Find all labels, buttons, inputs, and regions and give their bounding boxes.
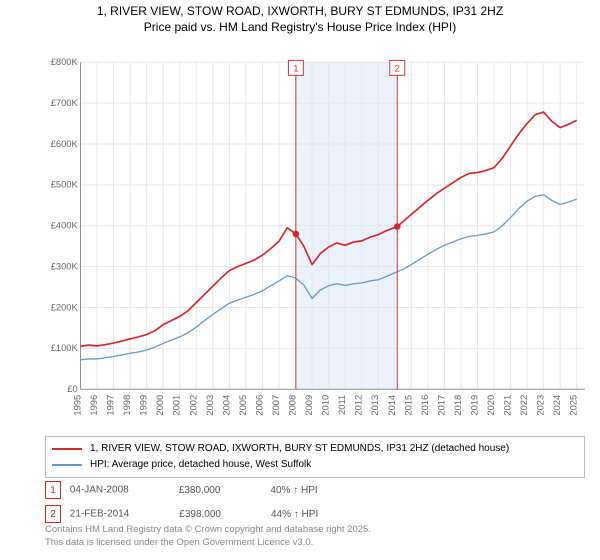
svg-text:2007: 2007 [271, 395, 281, 416]
svg-text:2002: 2002 [188, 395, 198, 416]
legend-item-property: 1, RIVER VIEW, STOW ROAD, IXWORTH, BURY … [52, 441, 578, 457]
svg-text:2015: 2015 [403, 395, 413, 416]
marker-badge-1: 1 [45, 481, 61, 499]
svg-text:2012: 2012 [354, 395, 364, 416]
svg-text:2019: 2019 [469, 395, 479, 416]
svg-text:£600K: £600K [51, 139, 79, 149]
svg-text:1996: 1996 [89, 395, 99, 416]
marker-details: 1 04-JAN-2008 £380,000 40% ↑ HPI 2 21-FE… [45, 478, 585, 526]
marker-badge-2: 2 [45, 505, 61, 523]
svg-text:2017: 2017 [436, 395, 446, 416]
svg-text:1997: 1997 [106, 395, 116, 416]
svg-text:2018: 2018 [453, 395, 463, 416]
svg-text:£0: £0 [67, 384, 77, 394]
svg-text:2005: 2005 [238, 395, 248, 416]
svg-text:2003: 2003 [205, 395, 215, 416]
svg-text:2016: 2016 [420, 395, 430, 416]
legend-label-property: 1, RIVER VIEW, STOW ROAD, IXWORTH, BURY … [90, 441, 509, 457]
svg-text:2: 2 [395, 64, 400, 74]
svg-text:2014: 2014 [387, 395, 397, 416]
marker-price-1: £380,000 [179, 485, 221, 496]
legend-swatch-property [52, 448, 82, 451]
svg-text:£200K: £200K [51, 302, 79, 312]
svg-text:1998: 1998 [122, 395, 132, 416]
marker-date-2: 21-FEB-2014 [70, 509, 129, 520]
svg-text:2010: 2010 [321, 395, 331, 416]
title-line1: 1, RIVER VIEW, STOW ROAD, IXWORTH, BURY … [97, 4, 503, 18]
svg-text:2004: 2004 [221, 395, 231, 416]
svg-text:2008: 2008 [288, 395, 298, 416]
svg-text:2013: 2013 [370, 395, 380, 416]
svg-text:2000: 2000 [155, 395, 165, 416]
chart-container: 1, RIVER VIEW, STOW ROAD, IXWORTH, BURY … [0, 0, 600, 560]
svg-text:2022: 2022 [519, 395, 529, 416]
svg-text:2009: 2009 [304, 395, 314, 416]
title-line2: Price paid vs. HM Land Registry's House … [144, 20, 456, 34]
svg-text:2025: 2025 [569, 395, 579, 416]
svg-text:2001: 2001 [172, 395, 182, 416]
svg-text:£400K: £400K [51, 221, 79, 231]
svg-text:2021: 2021 [503, 395, 513, 416]
svg-text:1999: 1999 [139, 395, 149, 416]
svg-text:£300K: £300K [51, 261, 79, 271]
svg-text:£700K: £700K [51, 98, 79, 108]
svg-text:2011: 2011 [337, 395, 347, 415]
svg-text:£500K: £500K [51, 180, 79, 190]
svg-text:1: 1 [293, 64, 298, 74]
marker-delta-1: 40% ↑ HPI [270, 485, 317, 496]
svg-text:2023: 2023 [536, 395, 546, 416]
chart-title: 1, RIVER VIEW, STOW ROAD, IXWORTH, BURY … [0, 0, 600, 35]
legend-item-hpi: HPI: Average price, detached house, West… [52, 457, 578, 473]
marker-price-2: £398,000 [179, 509, 221, 520]
legend-swatch-hpi [52, 464, 82, 466]
svg-text:2024: 2024 [552, 395, 562, 416]
svg-text:£100K: £100K [51, 343, 79, 353]
chart-svg: £0 £100K £200K £300K £400K £500K £600K £700K £80… [45, 46, 585, 426]
legend-label-hpi: HPI: Average price, detached house, West… [90, 457, 311, 473]
chart-plot-area: £0 £100K £200K £300K £400K £500K £600K £700K £80… [45, 46, 585, 426]
marker-row-1: 1 04-JAN-2008 £380,000 40% ↑ HPI [45, 478, 585, 502]
legend: 1, RIVER VIEW, STOW ROAD, IXWORTH, BURY … [45, 436, 585, 478]
marker-date-1: 04-JAN-2008 [70, 485, 129, 496]
svg-text:1995: 1995 [73, 395, 83, 416]
marker-row-2: 2 21-FEB-2014 £398,000 44% ↑ HPI [45, 502, 585, 526]
svg-text:2006: 2006 [254, 395, 264, 416]
copyright-line1: Contains HM Land Registry data © Crown c… [45, 524, 371, 535]
copyright-line2: This data is licensed under the Open Gov… [45, 537, 313, 548]
svg-text:2020: 2020 [486, 395, 496, 416]
marker-delta-2: 44% ↑ HPI [271, 509, 318, 520]
svg-text:£800K: £800K [51, 57, 79, 67]
copyright: Contains HM Land Registry data © Crown c… [45, 524, 371, 550]
